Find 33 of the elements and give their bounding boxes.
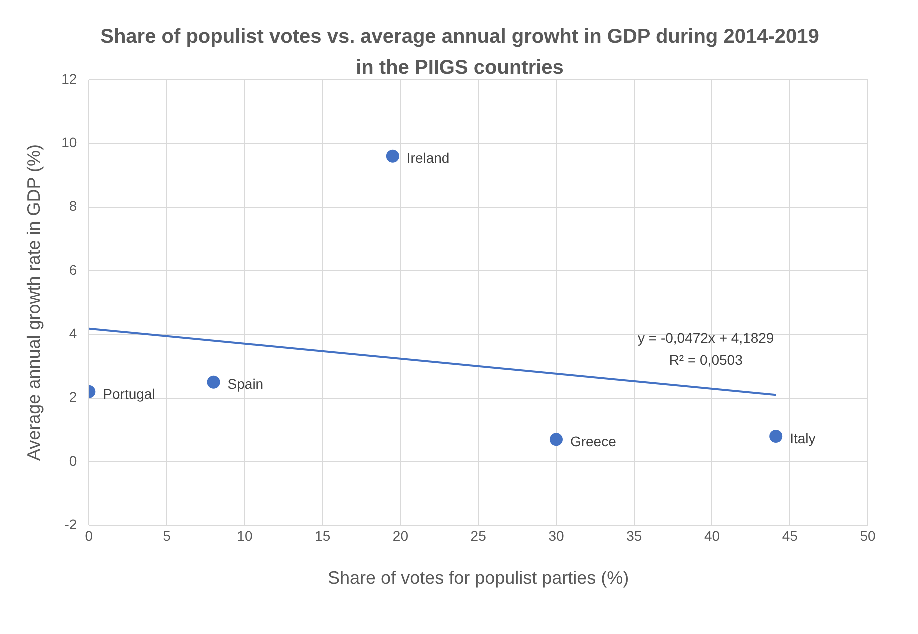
- y-tick-label: 6: [69, 262, 78, 278]
- y-tick-label: 2: [69, 389, 78, 406]
- y-axis-title: Average annual growth rate in GDP (%): [24, 144, 44, 462]
- y-tick-label: 4: [69, 325, 78, 342]
- annotation: Portugal: [103, 386, 156, 402]
- x-tick-label: 40: [704, 528, 720, 544]
- annotation: Spain: [228, 376, 264, 392]
- x-tick-label: 45: [782, 528, 798, 544]
- y-tick-label: 0: [69, 452, 78, 469]
- y-tick-label: 8: [69, 198, 78, 214]
- point: [386, 150, 400, 163]
- point: [207, 376, 220, 389]
- annotation: R² = 0,0503: [669, 352, 744, 368]
- x-tick-label: 5: [163, 528, 172, 544]
- y-tick-label: 10: [62, 134, 78, 151]
- chart-title: Share of populist votes vs. average annual growht in GDP during 2014-2019 in the PIIGS countries: [100, 25, 820, 81]
- x-axis-title: Share of votes for populist parties (%): [328, 568, 630, 588]
- annotation: y = -0,0472x + 4,1829: [638, 330, 774, 346]
- x-tick-label: 30: [548, 528, 564, 544]
- x-tick-label: 25: [470, 528, 487, 544]
- x-tick-label: 15: [315, 528, 331, 544]
- annotation: Ireland: [406, 150, 450, 166]
- x-tick-label: 10: [237, 528, 253, 544]
- annotation: Greece: [570, 434, 617, 450]
- point: [550, 433, 563, 446]
- x-tick-label: 50: [860, 528, 876, 544]
- y-tick-label: -2: [64, 516, 78, 532]
- y-tick-label: 12: [62, 70, 78, 87]
- x-tick-label: 20: [392, 528, 409, 544]
- x-tick-label: 0: [85, 528, 94, 544]
- x-tick-label: 35: [626, 528, 642, 544]
- point: [770, 430, 783, 443]
- annotation: Italy: [790, 430, 816, 446]
